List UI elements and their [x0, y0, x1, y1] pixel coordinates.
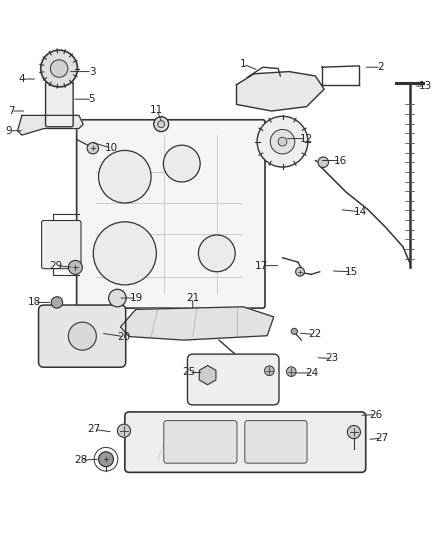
Text: 15: 15: [345, 266, 358, 277]
Circle shape: [99, 452, 113, 467]
Text: 4: 4: [18, 74, 25, 84]
Text: 16: 16: [334, 156, 347, 166]
Circle shape: [68, 260, 82, 274]
Text: 22: 22: [308, 329, 321, 340]
Text: 14: 14: [353, 207, 367, 217]
Text: 26: 26: [369, 409, 382, 419]
Text: 28: 28: [74, 455, 88, 465]
Circle shape: [99, 150, 151, 203]
Circle shape: [158, 120, 165, 128]
Circle shape: [286, 367, 296, 376]
Text: 2: 2: [378, 62, 385, 72]
Circle shape: [257, 116, 308, 167]
Text: 7: 7: [7, 106, 14, 116]
Text: 21: 21: [186, 293, 199, 303]
Circle shape: [51, 297, 63, 308]
Text: 27: 27: [375, 433, 389, 443]
Circle shape: [198, 235, 235, 272]
Circle shape: [68, 322, 96, 350]
Text: 13: 13: [419, 81, 432, 91]
Polygon shape: [120, 307, 274, 340]
Text: 20: 20: [117, 332, 130, 342]
Polygon shape: [199, 366, 216, 385]
Text: 19: 19: [130, 293, 143, 303]
Text: 12: 12: [300, 134, 313, 143]
Text: 17: 17: [255, 261, 268, 271]
Text: 1: 1: [240, 59, 247, 69]
Circle shape: [93, 222, 156, 285]
Text: 9: 9: [5, 126, 12, 136]
Text: 3: 3: [88, 67, 95, 77]
Circle shape: [109, 289, 126, 307]
Text: 23: 23: [325, 353, 339, 364]
Text: 25: 25: [183, 367, 196, 377]
Circle shape: [163, 145, 200, 182]
Circle shape: [50, 60, 68, 77]
Text: 11: 11: [150, 104, 163, 115]
Polygon shape: [18, 115, 83, 135]
FancyBboxPatch shape: [245, 421, 307, 463]
Circle shape: [347, 425, 360, 439]
Text: 29: 29: [49, 261, 63, 271]
Circle shape: [318, 157, 328, 167]
FancyBboxPatch shape: [187, 354, 279, 405]
Circle shape: [154, 117, 169, 132]
Polygon shape: [237, 71, 324, 111]
Circle shape: [270, 130, 295, 154]
Circle shape: [117, 424, 131, 437]
FancyBboxPatch shape: [46, 82, 73, 127]
FancyBboxPatch shape: [164, 421, 237, 463]
Circle shape: [87, 142, 99, 154]
Circle shape: [41, 50, 78, 87]
FancyBboxPatch shape: [42, 221, 81, 269]
Text: 24: 24: [305, 368, 318, 378]
Text: 27: 27: [88, 424, 101, 434]
Circle shape: [278, 138, 287, 146]
Text: 18: 18: [28, 297, 41, 308]
Circle shape: [265, 366, 274, 376]
FancyBboxPatch shape: [39, 305, 126, 367]
Text: 10: 10: [105, 143, 118, 154]
FancyBboxPatch shape: [125, 412, 366, 472]
FancyBboxPatch shape: [77, 120, 265, 308]
Circle shape: [296, 268, 304, 276]
Circle shape: [291, 328, 297, 334]
Text: 5: 5: [88, 94, 95, 104]
